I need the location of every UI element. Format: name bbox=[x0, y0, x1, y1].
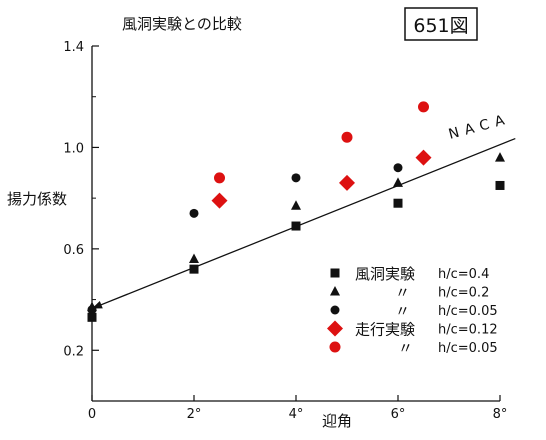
data-point-circle bbox=[393, 163, 403, 173]
data-points bbox=[87, 101, 505, 322]
data-point-square bbox=[189, 264, 199, 274]
legend-label: 走行実験 bbox=[355, 321, 415, 339]
legend-label: 〃 bbox=[398, 339, 413, 357]
naca-label: NACA bbox=[447, 111, 512, 143]
series-0-square bbox=[87, 180, 505, 322]
legend-value: h/c=0.05 bbox=[438, 304, 498, 319]
x-tick-label: 4° bbox=[289, 407, 304, 422]
legend-marker-triangle bbox=[330, 286, 340, 296]
data-point-square bbox=[393, 198, 403, 208]
y-tick-group: 0.2 0.6 1.0 1.4 bbox=[63, 40, 99, 359]
legend-label: 〃 bbox=[395, 284, 410, 302]
data-point-circle bbox=[189, 208, 199, 218]
figure-label: 651図 bbox=[413, 15, 468, 37]
data-point-circle bbox=[214, 172, 225, 184]
data-point-circle bbox=[87, 305, 97, 315]
data-point-square bbox=[87, 312, 97, 322]
x-axis-label: 迎角 bbox=[322, 412, 352, 430]
x-tick-label: 0 bbox=[88, 407, 96, 422]
series-3-diamond bbox=[211, 149, 432, 209]
y-axis-label: 揚力係数 bbox=[7, 190, 67, 208]
data-point-diamond bbox=[211, 192, 228, 209]
x-tick-label: 2° bbox=[187, 407, 202, 422]
y-tick-label: 0.2 bbox=[63, 344, 84, 359]
data-point-circle bbox=[291, 173, 301, 183]
series-2-circle bbox=[87, 163, 403, 315]
legend: 風洞実験 h/c=0.4 〃 h/c=0.2 〃 h/c=0.05 走行実験 h/c=0.12… bbox=[327, 265, 498, 357]
legend-value: h/c=0.12 bbox=[438, 323, 498, 338]
x-tick-label: 6° bbox=[391, 407, 406, 422]
data-point-circle bbox=[341, 131, 353, 143]
data-point-square bbox=[495, 180, 505, 190]
legend-value: h/c=0.05 bbox=[438, 341, 498, 356]
series-4-circle bbox=[214, 101, 429, 184]
legend-marker-circle bbox=[330, 305, 340, 315]
x-tick-label: 8° bbox=[493, 407, 508, 422]
y-tick-label: 1.0 bbox=[63, 141, 84, 156]
data-point-square bbox=[291, 221, 301, 231]
naca-reference-line bbox=[91, 137, 516, 310]
data-point-triangle bbox=[393, 177, 403, 187]
legend-value: h/c=0.4 bbox=[438, 267, 489, 282]
data-point-triangle bbox=[495, 152, 505, 162]
legend-value: h/c=0.2 bbox=[438, 286, 489, 301]
data-point-diamond bbox=[415, 149, 432, 166]
legend-marker-square bbox=[330, 268, 340, 278]
data-point-triangle bbox=[291, 200, 301, 210]
legend-label: 風洞実験 bbox=[355, 265, 415, 283]
legend-marker-circle bbox=[329, 341, 341, 353]
y-tick-label: 0.6 bbox=[63, 243, 84, 258]
legend-label: 〃 bbox=[395, 302, 410, 320]
data-point-triangle bbox=[189, 253, 199, 263]
data-point-diamond bbox=[339, 174, 355, 191]
chart-title: 風洞実験との比較 bbox=[122, 15, 242, 33]
x-tick-group: 0 2° 4° 6° 8° bbox=[88, 395, 508, 422]
data-point-circle bbox=[418, 101, 429, 113]
figure-label-box bbox=[404, 7, 478, 41]
legend-marker-diamond bbox=[327, 320, 343, 337]
y-tick-label: 1.4 bbox=[63, 40, 84, 55]
